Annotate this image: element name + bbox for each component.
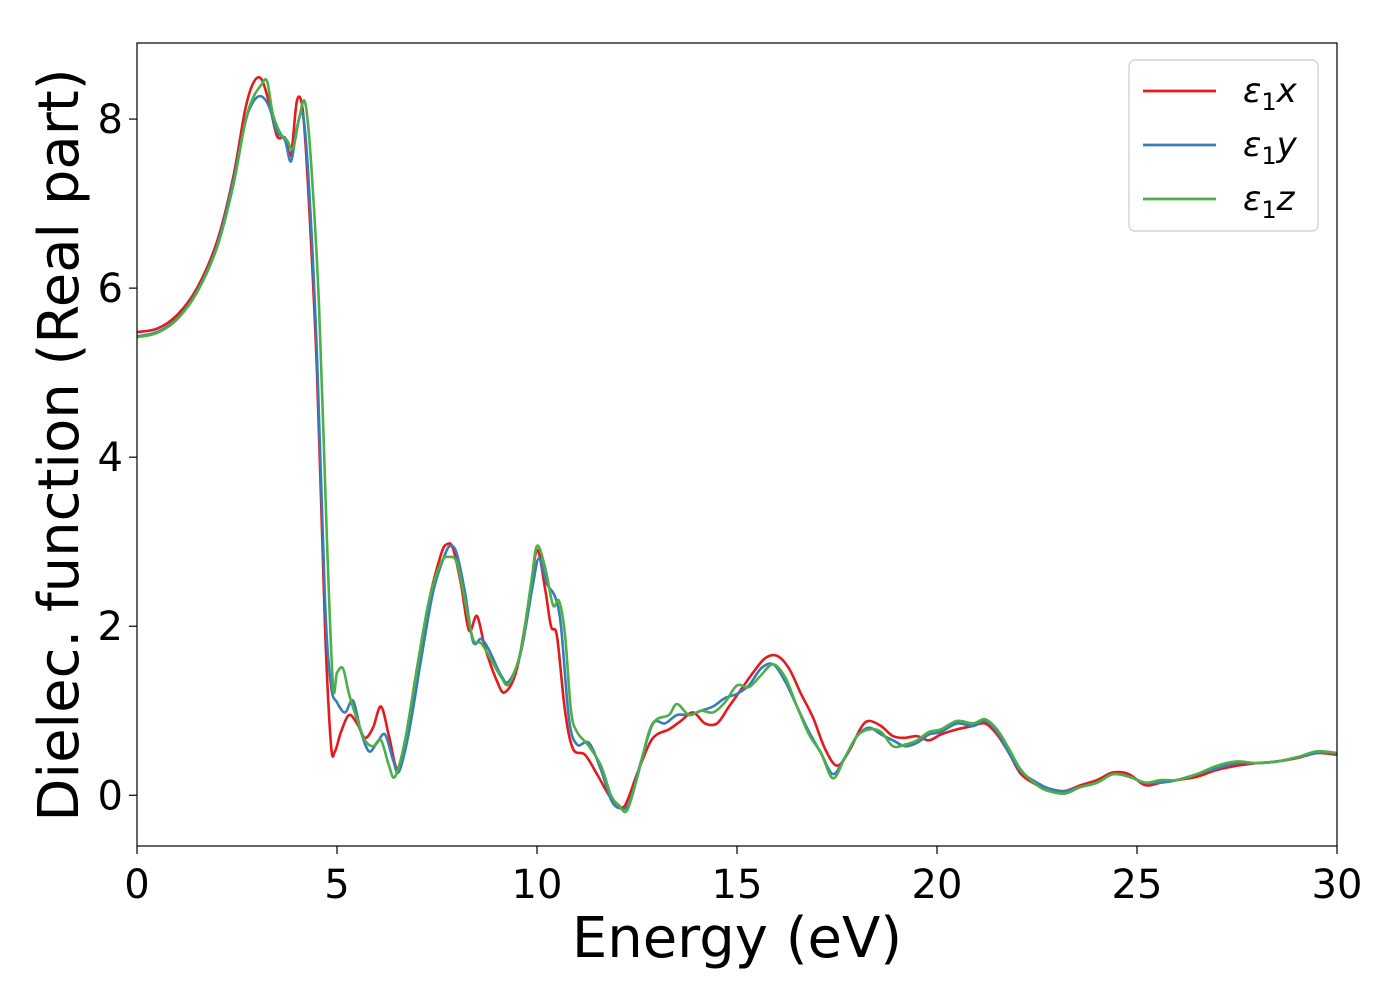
legend: ε1x ε1y ε1z bbox=[1128, 59, 1319, 232]
y-tick-label: 4 bbox=[98, 435, 123, 481]
y-tick-label: 8 bbox=[98, 97, 123, 143]
x-axis: 0 5 10 15 20 25 30 bbox=[124, 846, 1362, 908]
x-tick-label: 10 bbox=[512, 862, 563, 908]
y-axis-label: Dielec. function (Real part) bbox=[27, 68, 92, 821]
legend-box bbox=[1128, 59, 1319, 232]
x-tick-label: 30 bbox=[1312, 862, 1363, 908]
y-tick-label: 6 bbox=[98, 266, 123, 312]
x-tick-label: 15 bbox=[712, 862, 763, 908]
x-tick-label: 25 bbox=[1112, 862, 1163, 908]
series-line-3 bbox=[137, 77, 1337, 814]
y-axis: 0 2 4 6 8 bbox=[98, 97, 137, 819]
legend-label-2: ε1y bbox=[1243, 125, 1298, 170]
y-tick-label: 0 bbox=[98, 773, 123, 819]
x-tick-label: 0 bbox=[124, 862, 149, 908]
legend-label-3: ε1z bbox=[1243, 179, 1296, 224]
y-tick-label: 2 bbox=[98, 604, 123, 650]
series-layer bbox=[137, 75, 1337, 814]
x-axis-label: Energy (eV) bbox=[572, 906, 902, 971]
legend-label-1: ε1x bbox=[1243, 71, 1298, 116]
x-tick-label: 20 bbox=[912, 862, 963, 908]
x-tick-label: 5 bbox=[324, 862, 349, 908]
